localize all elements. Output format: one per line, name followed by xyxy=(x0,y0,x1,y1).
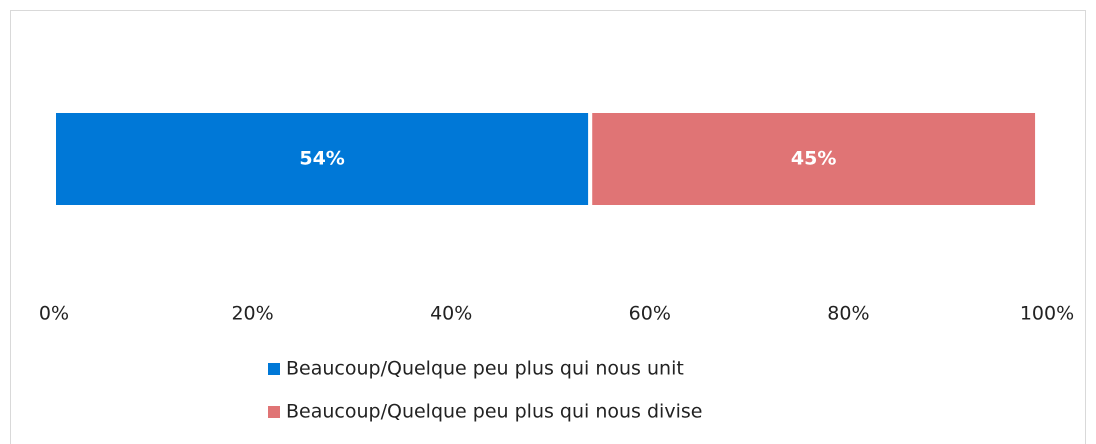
data-label: 45% xyxy=(791,148,836,170)
legend-label: Beaucoup/Quelque peu plus qui nous divis… xyxy=(286,401,702,423)
x-tick-label: 60% xyxy=(629,303,671,325)
chart-border xyxy=(10,10,1086,444)
x-tick-label: 100% xyxy=(1020,303,1074,325)
x-tick-label: 40% xyxy=(430,303,472,325)
legend-label: Beaucoup/Quelque peu plus qui nous unit xyxy=(286,358,684,380)
x-tick-label: 80% xyxy=(827,303,869,325)
x-tick-label: 20% xyxy=(231,303,273,325)
bar-segment xyxy=(588,109,1040,209)
legend-swatch xyxy=(268,406,280,418)
x-tick-label: 0% xyxy=(39,303,69,325)
legend-swatch xyxy=(268,363,280,375)
data-label: 54% xyxy=(299,148,344,170)
